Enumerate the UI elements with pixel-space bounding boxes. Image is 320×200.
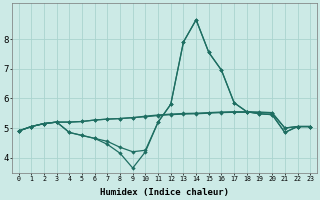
X-axis label: Humidex (Indice chaleur): Humidex (Indice chaleur) bbox=[100, 188, 229, 197]
